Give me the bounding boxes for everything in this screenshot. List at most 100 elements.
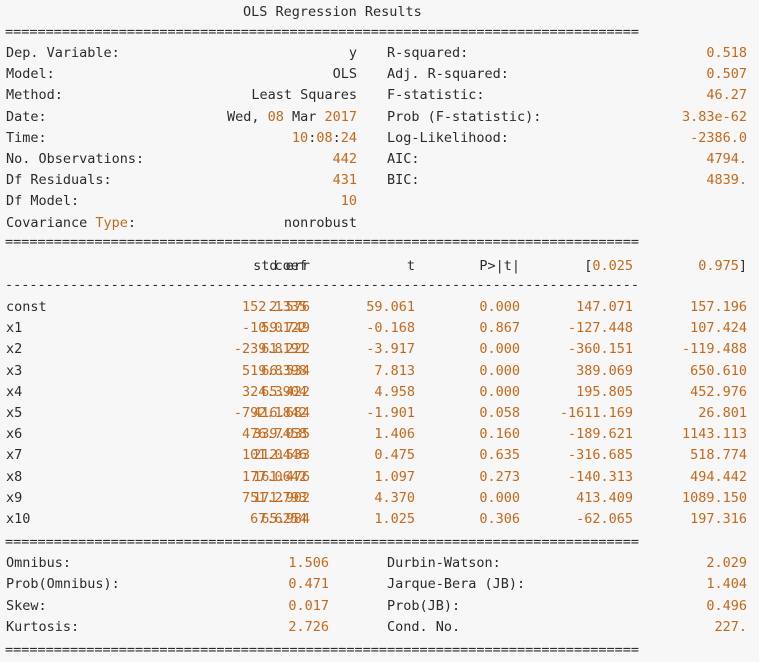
summary-row: Dep. Variable: y R-squared: 0.518: [0, 43, 759, 64]
stat-value: 1.404: [706, 576, 747, 593]
table-row: x6 476.7458 339.035 1.406 0.160 -189.621 1143.…: [0, 424, 759, 445]
table-cell: 751.2793: [241, 489, 307, 506]
summary-row: No. Observations: 442 AIC: 4794.: [0, 149, 759, 170]
stat-value: 227.: [714, 619, 747, 636]
double-rule: ========================================…: [5, 234, 639, 250]
stat-label: Prob(Omnibus):: [6, 576, 120, 593]
table-cell: 1143.113: [681, 426, 747, 443]
table-cell: -140.313: [567, 468, 633, 485]
table-cell: 476.7458: [241, 426, 307, 443]
column-header: coef: [274, 258, 307, 274]
stat-value: OLS: [332, 66, 357, 83]
stat-label: Cond. No.: [387, 619, 461, 636]
stat-label: Date:: [6, 108, 47, 125]
table-cell: 0.306: [479, 511, 520, 527]
stat-value: 1.506: [288, 555, 329, 571]
table-row: x7 101.0446 212.533 0.475 0.635 -316.685 518.7…: [0, 445, 759, 466]
variable-name: x10: [6, 511, 31, 527]
table-row: const 152.1335 2.576 59.061 0.000 147.071 157.…: [0, 297, 759, 318]
table-cell: 1089.150: [681, 489, 747, 506]
stat-label: F-statistic:: [387, 87, 485, 104]
table-cell: 0.000: [479, 299, 520, 315]
variable-name: x5: [6, 405, 23, 421]
column-header: P>|t|: [479, 258, 520, 274]
table-cell: 0.273: [479, 468, 520, 485]
summary-row: Covariance Type: nonrobust: [0, 213, 759, 234]
double-rule: ========================================…: [5, 24, 639, 40]
table-row: x1 -10.0122 59.749 -0.168 0.867 -127.448 107.4…: [0, 318, 759, 339]
table-cell: -360.151: [567, 341, 633, 358]
stat-value: 431: [332, 172, 357, 189]
column-header: 0.975]: [698, 258, 747, 274]
stat-value: 442: [332, 151, 357, 167]
stat-value: 0.496: [706, 597, 747, 614]
table-row: x2 -239.8191 61.222 -3.917 0.000 -360.151 -119…: [0, 339, 759, 360]
stat-label: Log-Likelihood:: [387, 129, 509, 146]
summary-row: Omnibus: 1.506 Durbin-Watson: 2.029: [0, 553, 759, 574]
stat-label: No. Observations:: [6, 151, 145, 167]
table-cell: -10.0122: [241, 320, 307, 337]
stat-value: 3.83e-62: [681, 108, 747, 125]
table-cell: -316.685: [567, 447, 633, 464]
double-rule: ========================================…: [5, 642, 639, 658]
table-cell: 2.576: [269, 299, 310, 315]
table-row: x5 -792.1842 416.684 -1.901 0.058 -1611.169 26…: [0, 403, 759, 424]
table-row: x8 177.0642 161.476 1.097 0.273 -140.313 494.4…: [0, 467, 759, 488]
variable-name: x1: [6, 320, 23, 337]
stat-label: R-squared:: [387, 45, 469, 61]
stat-label: Kurtosis:: [6, 619, 80, 636]
table-cell: 59.749: [261, 320, 310, 337]
stat-label: Df Model:: [6, 193, 80, 210]
table-cell: 171.902: [253, 489, 310, 506]
variable-name: x2: [6, 341, 23, 358]
stat-value: 0.507: [706, 66, 747, 83]
stat-value: 4839.: [706, 172, 747, 189]
table-cell: -119.488: [681, 341, 747, 358]
table-cell: 4.958: [374, 383, 415, 400]
stat-label: Time:: [6, 129, 47, 146]
table-cell: 26.801: [698, 405, 747, 421]
summary-row: Prob(Omnibus): 0.471 Jarque-Bera (JB): 1.40…: [0, 574, 759, 595]
column-header: t: [406, 258, 415, 274]
table-cell: 650.610: [690, 362, 747, 379]
table-cell: 157.196: [690, 299, 747, 315]
table-cell: 494.442: [690, 468, 747, 485]
table-cell: 197.316: [690, 511, 747, 527]
summary-row: Skew: 0.017 Prob(JB): 0.496: [0, 596, 759, 617]
table-cell: 67.6254: [250, 511, 307, 527]
table-cell: 452.976: [690, 383, 747, 400]
table-cell: 0.000: [479, 341, 520, 358]
table-cell: -62.065: [576, 511, 633, 527]
table-cell: 0.160: [479, 426, 520, 443]
table-cell: 195.805: [576, 383, 633, 400]
table-cell: -127.448: [567, 320, 633, 337]
variable-name: const: [6, 299, 47, 315]
table-cell: 7.813: [374, 362, 415, 379]
coef-header-row: coef std err t P>|t| [0.025 0.975]: [0, 256, 759, 277]
stat-value: Least Squares: [251, 87, 357, 104]
table-cell: -189.621: [567, 426, 633, 443]
stat-label: Prob (F-statistic):: [387, 108, 542, 125]
table-cell: 1.097: [374, 468, 415, 485]
table-cell: 0.000: [479, 383, 520, 400]
stat-value: y: [348, 45, 357, 61]
variable-name: x7: [6, 447, 23, 464]
summary-row: Kurtosis: 2.726 Cond. No. 227.: [0, 617, 759, 638]
variable-name: x6: [6, 426, 23, 443]
table-cell: -239.8191: [233, 341, 307, 358]
table-cell: 0.000: [479, 489, 520, 506]
variable-name: x4: [6, 383, 23, 400]
table-cell: 518.774: [690, 447, 747, 464]
summary-row: Time: 10:08:24 Log-Likelihood: -2386.0: [0, 128, 759, 149]
table-cell: 65.422: [261, 383, 310, 400]
table-cell: 0.475: [374, 447, 415, 464]
single-rule: ----------------------------------------…: [5, 277, 639, 293]
stat-label: Prob(JB):: [387, 597, 461, 614]
stat-value: 0.518: [706, 45, 747, 61]
table-row: x4 324.3904 65.422 4.958 0.000 195.805 452.976: [0, 382, 759, 403]
summary-row: Method: Least Squares F-statistic: 46.27: [0, 85, 759, 106]
page-title: OLS Regression Results: [243, 4, 422, 20]
summary-row: Model: OLS Adj. R-squared: 0.507: [0, 64, 759, 85]
table-cell: 107.424: [690, 320, 747, 337]
stat-label: Dep. Variable:: [6, 45, 120, 61]
